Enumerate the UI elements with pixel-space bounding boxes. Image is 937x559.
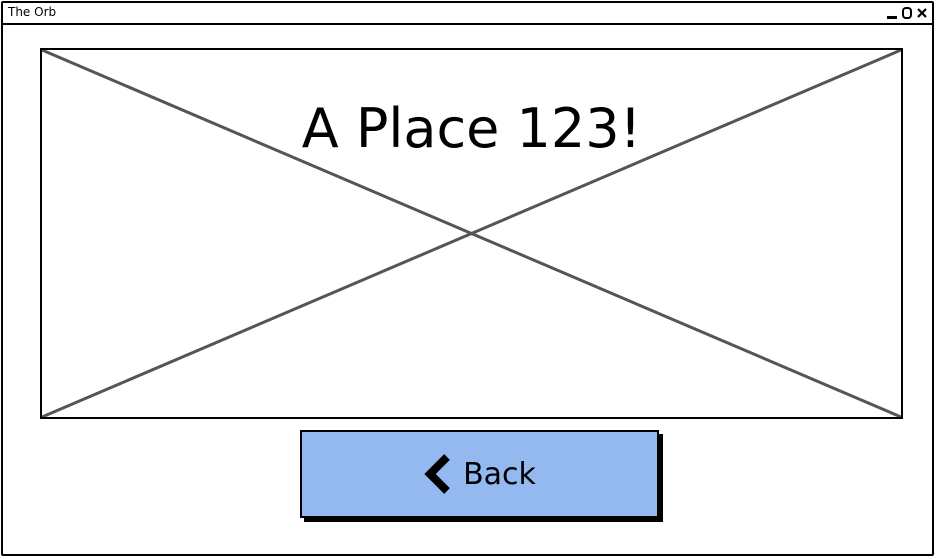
minimize-button[interactable]	[886, 6, 898, 20]
close-icon	[917, 8, 927, 18]
maximize-icon	[902, 7, 912, 19]
page-heading: A Place 123!	[301, 97, 642, 160]
back-button[interactable]: Back	[300, 430, 659, 518]
back-button-label: Back	[463, 456, 536, 492]
minimize-icon	[887, 16, 897, 19]
close-button[interactable]	[916, 6, 928, 20]
chevron-left-icon	[423, 453, 453, 495]
placeholder-cross-icon	[42, 50, 901, 417]
image-placeholder: A Place 123!	[40, 48, 903, 419]
maximize-button[interactable]	[901, 6, 913, 20]
title-bar: The Orb	[3, 3, 932, 25]
window-controls	[886, 5, 928, 21]
window-title: The Orb	[8, 5, 57, 19]
